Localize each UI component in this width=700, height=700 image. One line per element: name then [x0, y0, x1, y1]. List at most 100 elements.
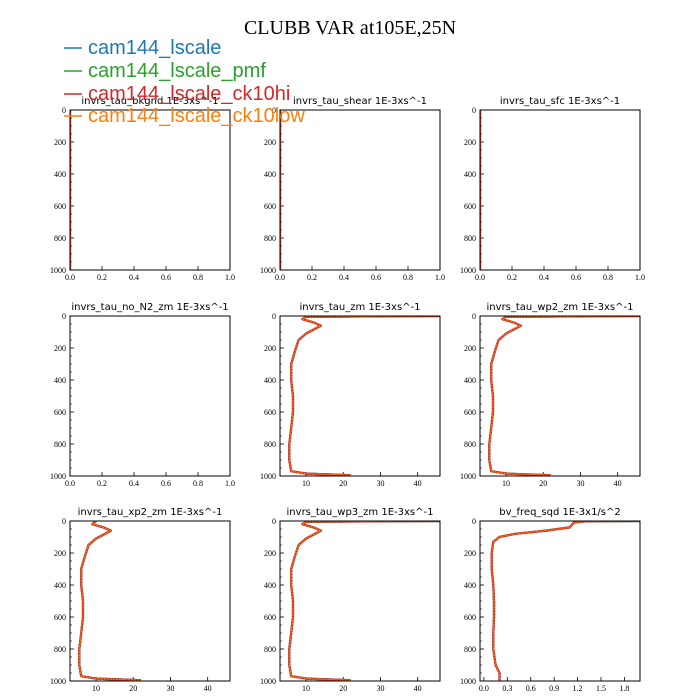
- plot-frame: [279, 109, 441, 271]
- x-tick-label: 40: [414, 684, 422, 693]
- y-tick-label: 800: [464, 234, 476, 243]
- x-tick-label: 0.6: [571, 273, 581, 282]
- y-tick-label: 200: [264, 549, 276, 558]
- series-line: [490, 521, 640, 681]
- plot-frame: [69, 109, 231, 271]
- y-tick-label: 1000: [460, 266, 476, 275]
- y-tick-label: 1000: [260, 472, 276, 481]
- x-tick-label: 0.4: [129, 479, 139, 488]
- x-tick-label: 0.0: [65, 273, 75, 282]
- x-tick-label: 0.8: [403, 273, 413, 282]
- y-tick-label: 0: [272, 517, 276, 526]
- y-tick-label: 1000: [50, 472, 66, 481]
- legend-label: cam144_lscale_pmf: [88, 60, 266, 82]
- chart-panel: invrs_tau_wp2_zm 1E-3xs^-1 0 200 400 600 800 1…: [460, 302, 641, 488]
- y-tick-label: 800: [264, 440, 276, 449]
- series-group: [490, 521, 640, 681]
- x-tick-label: 40: [204, 684, 212, 693]
- series-group: [488, 316, 640, 476]
- x-tick-label: 0.8: [193, 273, 203, 282]
- x-tick-label: 20: [339, 684, 347, 693]
- series-line: [490, 521, 640, 681]
- plot-frame: [69, 520, 231, 682]
- series-line: [288, 521, 440, 681]
- panel-title: invrs_tau_sfc 1E-3xs^-1: [500, 96, 620, 107]
- x-tick-label: 30: [166, 684, 174, 693]
- y-tick-label: 400: [464, 581, 476, 590]
- x-tick-label: 1.0: [225, 479, 235, 488]
- legend-item: cam144_lscale: [64, 37, 221, 59]
- y-tick-label: 200: [54, 549, 66, 558]
- series-line: [288, 521, 440, 681]
- plot-frame: [479, 315, 641, 477]
- x-tick-label: 40: [614, 479, 622, 488]
- panels-layer: invrs_tau_bkgnd 1E-3xs^-1 0 200 400 600 800 10…: [50, 96, 645, 693]
- plot-frame: [69, 315, 231, 477]
- y-tick-label: 1000: [50, 677, 66, 686]
- panel-title: invrs_tau_wp3_zm 1E-3xs^-1: [287, 507, 434, 518]
- y-tick-label: 600: [54, 408, 66, 417]
- y-tick-label: 600: [264, 202, 276, 211]
- panel-title: invrs_tau_no_N2_zm 1E-3xs^-1: [71, 302, 228, 313]
- y-tick-label: 1000: [460, 677, 476, 686]
- x-tick-label: 30: [376, 684, 384, 693]
- x-tick-label: 0.0: [65, 479, 75, 488]
- x-tick-label: 0.2: [97, 273, 107, 282]
- y-tick-label: 200: [264, 344, 276, 353]
- legend-label: cam144_lscale_ck10hi: [88, 83, 290, 105]
- y-tick-label: 600: [464, 613, 476, 622]
- x-tick-label: 0.2: [97, 479, 107, 488]
- y-tick-label: 600: [464, 408, 476, 417]
- x-tick-label: 0.4: [339, 273, 349, 282]
- y-tick-label: 400: [264, 376, 276, 385]
- x-tick-label: 1.0: [225, 273, 235, 282]
- x-tick-label: 0.6: [161, 479, 171, 488]
- y-tick-label: 800: [54, 645, 66, 654]
- x-tick-label: 0.6: [161, 273, 171, 282]
- x-tick-label: 0.4: [539, 273, 549, 282]
- y-tick-label: 200: [464, 344, 476, 353]
- x-tick-label: 1.2: [573, 684, 583, 693]
- y-tick-label: 800: [264, 234, 276, 243]
- plot-frame: [479, 520, 641, 682]
- x-tick-label: 0.2: [307, 273, 317, 282]
- x-tick-label: 0.0: [275, 273, 285, 282]
- x-tick-label: 10: [302, 479, 310, 488]
- y-tick-label: 400: [464, 170, 476, 179]
- x-tick-label: 10: [502, 479, 510, 488]
- y-tick-label: 800: [464, 440, 476, 449]
- series-line: [488, 316, 640, 476]
- y-tick-label: 400: [264, 170, 276, 179]
- series-line: [288, 316, 440, 476]
- chart-panel: invrs_tau_zm 1E-3xs^-1 0 200 400 600 800 1000 1…: [260, 302, 441, 488]
- x-tick-label: 0.9: [549, 684, 559, 693]
- figure-title: CLUBB VAR at105E,25N: [244, 17, 456, 39]
- plot-frame: [279, 315, 441, 477]
- legend-item: cam144_lscale_ck10hi: [64, 83, 290, 105]
- x-tick-label: 0.8: [193, 479, 203, 488]
- y-tick-label: 400: [54, 581, 66, 590]
- x-tick-label: 20: [539, 479, 547, 488]
- series-line: [488, 316, 640, 476]
- x-tick-label: 30: [576, 479, 584, 488]
- x-tick-label: 0.3: [502, 684, 512, 693]
- x-tick-label: 0.6: [371, 273, 381, 282]
- y-tick-label: 400: [464, 376, 476, 385]
- series-line: [490, 521, 640, 681]
- chart-panel: invrs_tau_xp2_zm 1E-3xs^-1 0 200 400 600 800 1…: [50, 507, 231, 693]
- y-tick-label: 200: [464, 549, 476, 558]
- chart-panel: invrs_tau_no_N2_zm 1E-3xs^-1 0 200 400 600 80…: [50, 302, 235, 488]
- series-group: [288, 521, 440, 681]
- panel-title: bv_freq_sqd 1E-3x1/s^2: [499, 507, 621, 518]
- series-line: [288, 316, 440, 476]
- series-line: [288, 316, 440, 476]
- y-tick-label: 1000: [260, 266, 276, 275]
- legend-item: cam144_lscale_ck10low: [64, 105, 305, 127]
- series-line: [288, 521, 440, 681]
- series-line: [491, 521, 640, 681]
- y-tick-label: 800: [54, 440, 66, 449]
- series-line: [488, 316, 640, 476]
- panel-title: invrs_tau_bkgnd 1E-3xs^-1: [81, 96, 218, 107]
- y-tick-label: 600: [54, 202, 66, 211]
